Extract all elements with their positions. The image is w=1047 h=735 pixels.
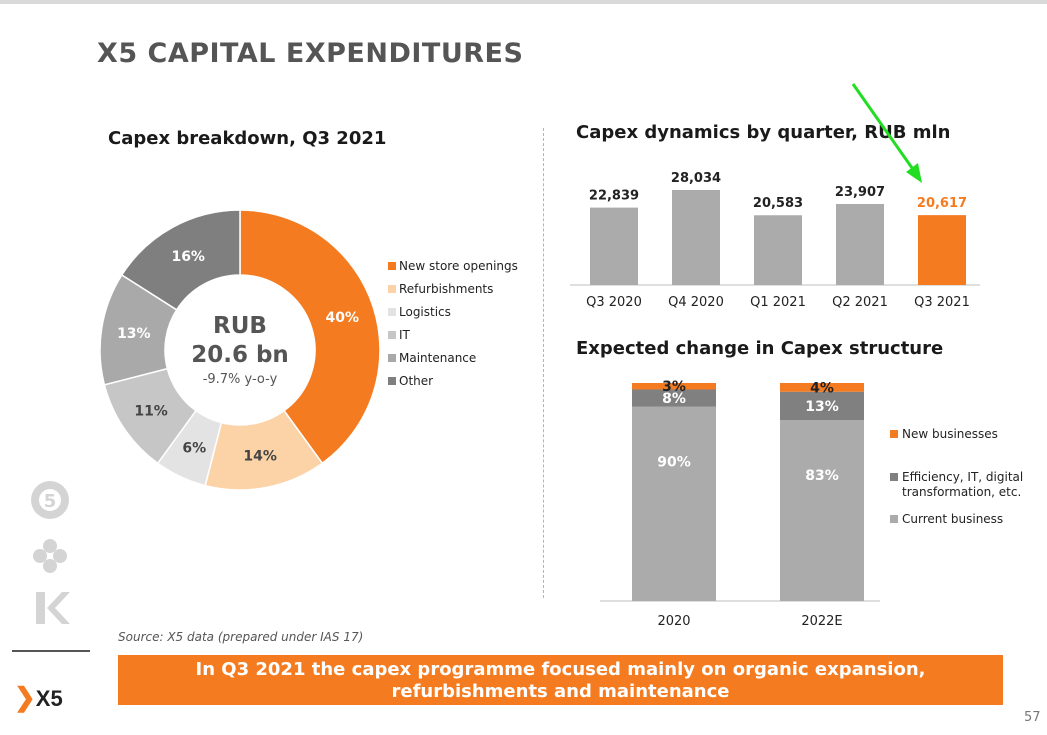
top-rule: [0, 0, 1047, 4]
legend-swatch-it: [388, 331, 396, 339]
stacked-chart-title: Expected change in Capex structure: [576, 338, 944, 359]
banner-line-1: In Q3 2021 the capex programme focused m…: [195, 659, 926, 680]
stack-seg-new-businesses: [632, 383, 716, 390]
bar-q2-2021: [836, 203, 884, 285]
bar-category-label: Q3 2020: [586, 295, 642, 310]
donut-label-refurbishments: 14%: [243, 449, 277, 465]
donut-slice-new-store-openings: [239, 209, 381, 465]
bar-value-label: 20,583: [753, 196, 803, 211]
side-rule: [12, 650, 90, 652]
legend-label-efficiency-1: Efficiency, IT, digital: [902, 470, 1023, 484]
stack-label: 4%: [810, 380, 834, 396]
stack-label: 90%: [657, 455, 691, 471]
stack-label: 13%: [805, 399, 839, 415]
stack-label: 3%: [662, 379, 686, 395]
legend-swatch-efficiency: [890, 473, 898, 481]
donut-chart-title: Capex breakdown, Q3 2021: [108, 128, 387, 149]
legend-swatch-other: [388, 377, 396, 385]
legend-label-new-store-openings: New store openings: [399, 259, 518, 273]
legend-label-other: Other: [399, 374, 433, 388]
donut-center-unit: RUB: [213, 313, 267, 339]
bar-chart-title: Capex dynamics by quarter, RUB mln: [576, 122, 951, 143]
stacked-bar-chart: 90% 8%3% 2020 83% 13% 4% 2022E: [600, 379, 880, 629]
legend-swatch-new-store-openings: [388, 262, 396, 270]
svg-text:5: 5: [44, 491, 57, 512]
page-title: X5 CAPITAL EXPENDITURES: [97, 38, 524, 69]
stack-seg-efficiency-it-digital-transformation-etc: [780, 391, 864, 421]
donut-center-total: 20.6 bn: [191, 342, 289, 368]
stack-category-label: 2020: [657, 614, 690, 629]
stack-label: 83%: [805, 468, 839, 484]
source-note: Source: X5 data (prepared under IAS 17): [118, 630, 364, 644]
bar-q1-2021: [754, 215, 802, 285]
legend-swatch-logistics: [388, 308, 396, 316]
bar-value-label: 22,839: [589, 189, 639, 204]
bar-value-label: 28,034: [671, 171, 721, 186]
donut-center-change: -9.7% y-o-y: [203, 372, 278, 387]
legend-swatch-new-businesses: [890, 430, 898, 438]
quarterly-bar-chart: 22,839 Q3 2020 28,034 Q4 2020 20,583 Q1 2021 2…: [570, 171, 980, 310]
legend-label-current: Current business: [902, 512, 1003, 526]
legend-label-maintenance: Maintenance: [399, 351, 476, 365]
k-brand-icon: [36, 592, 70, 624]
bar-value-label: 23,907: [835, 185, 885, 200]
bar-value-label: 20,617: [917, 196, 967, 211]
bar-q4-2020: [672, 190, 720, 285]
stack-label: 8%: [662, 391, 686, 407]
stack-category-label: 2022E: [801, 614, 842, 629]
bar-q3-2020: [590, 207, 638, 285]
donut-legend: New store openings Refurbishments Logistic…: [388, 259, 518, 388]
legend-label-efficiency-2: transformation, etc.: [902, 485, 1021, 499]
brand-icons: 5: [31, 481, 70, 624]
donut-slice-other: [120, 209, 241, 311]
x5-logo-text: X5: [35, 686, 63, 711]
donut-label-logistics: 6%: [182, 440, 206, 456]
x5-logo-chevron-icon: ❯: [14, 682, 36, 712]
donut-label-new-store-openings: 40%: [325, 310, 359, 326]
section-divider: [543, 128, 544, 598]
stacked-legend: New businesses Efficiency, IT, digital t…: [890, 427, 1023, 526]
conclusion-banner: In Q3 2021 the capex programme focused m…: [118, 655, 1003, 705]
bar-category-label: Q1 2021: [750, 295, 806, 310]
highlight-arrow: [851, 83, 922, 183]
x5-logo: ❯X5: [14, 682, 63, 713]
donut-label-maintenance: 13%: [117, 326, 151, 342]
legend-swatch-refurbishments: [388, 285, 396, 293]
donut-label-it: 11%: [134, 403, 168, 419]
legend-label-logistics: Logistics: [399, 305, 451, 319]
stack-seg-current-business: [632, 406, 716, 601]
legend-swatch-current: [890, 515, 898, 523]
page-number: 57: [1024, 710, 1041, 725]
legend-label-new-businesses: New businesses: [902, 427, 998, 441]
donut-label-other: 16%: [171, 249, 205, 265]
legend-label-it: IT: [399, 328, 411, 342]
clover-brand-icon: [33, 539, 67, 573]
bar-q3-2021: [918, 215, 966, 285]
bar-category-label: Q2 2021: [832, 295, 888, 310]
legend-swatch-maintenance: [388, 354, 396, 362]
donut-chart: 40% 14% 6% 11% 13% 16%: [99, 209, 381, 491]
bar-category-label: Q3 2021: [914, 295, 970, 310]
stack-seg-current-business: [780, 420, 864, 601]
stack-seg-efficiency-it-digital-transformation-etc: [632, 389, 716, 407]
bar-category-label: Q4 2020: [668, 295, 724, 310]
banner-line-2: refurbishments and maintenance: [391, 681, 730, 702]
legend-label-refurbishments: Refurbishments: [399, 282, 493, 296]
stack-seg-new-businesses: [780, 383, 864, 392]
